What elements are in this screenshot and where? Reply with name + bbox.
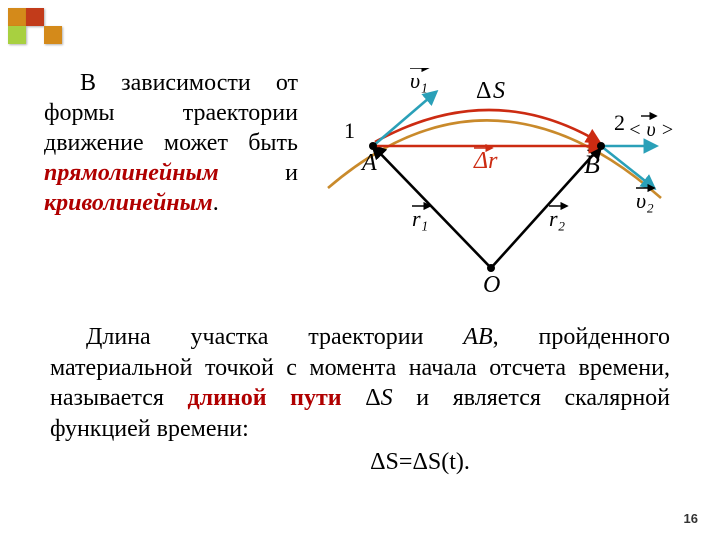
top-em-1: прямолинейным [44,160,219,186]
bot-ab: АВ [463,324,492,350]
top-tail: . [213,190,219,216]
svg-text:Δ: Δ [476,78,491,104]
svg-text:r₁: r₁ [412,206,428,231]
trajectory-diagram: 1 2 A O ΔS Δr r₁ r₂ υ₁ υ₂ < υ > В [316,68,676,298]
svg-text:2: 2 [614,110,625,135]
bot-hl: длиной пути [188,385,342,411]
svg-text:r₂: r₂ [549,206,566,231]
svg-text:υ₂: υ₂ [636,188,654,213]
formula: ΔS=ΔS(t). [50,447,670,478]
svg-text:S: S [493,78,505,104]
svg-text:υ₁: υ₁ [410,68,428,93]
svg-text:Δr: Δr [473,148,498,174]
page-number: 16 [684,511,698,526]
svg-text:A: A [360,150,377,176]
svg-text:O: O [483,272,500,298]
bot-t3: Δ [342,385,381,411]
top-mid: и [219,160,298,186]
svg-text:< υ >: < υ > [628,119,674,141]
svg-text:1: 1 [344,118,355,143]
bot-t1: Длина участка траектории [86,324,463,350]
bot-sym: S [381,385,393,411]
top-text-1: В зависимости от формы траектории движен… [44,70,298,156]
top-em-2: криволинейным [44,190,213,216]
label-B: В [584,150,600,180]
